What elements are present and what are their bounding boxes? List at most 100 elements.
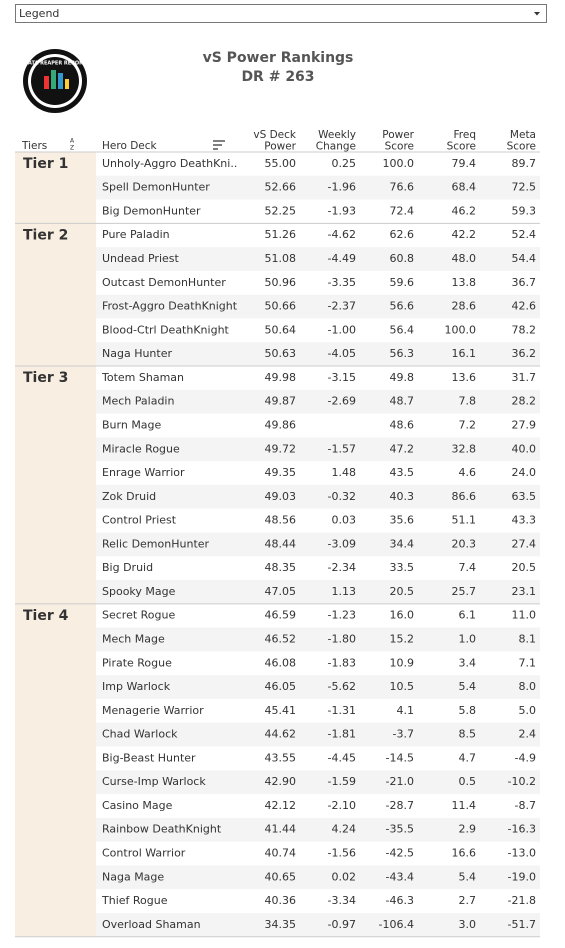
hero-deck: Curse-Imp Warlock [102,775,206,788]
hero-deck: Big-Beast Hunter [102,751,196,764]
row-stripe [96,389,540,414]
cell: 56.6 [390,300,415,313]
hero-deck: Frost-Aggro DeathKnight [102,300,238,313]
legend-dropdown[interactable] [15,4,547,23]
cell: 79.4 [452,157,477,170]
cell: 49.87 [265,395,297,408]
cell: 100.0 [445,323,477,336]
cell: 51.1 [452,514,477,527]
cell: 34.4 [390,537,415,550]
cell: 86.6 [452,490,477,503]
cell: 68.4 [452,181,477,194]
hero-deck: Menagerie Warrior [102,704,204,717]
cell: 40.36 [265,894,297,907]
cell: 0.02 [332,870,357,883]
cell: -5.62 [328,680,356,693]
logo-text: DATA REAPER REPORT [24,61,87,67]
cell: 2.7 [459,894,477,907]
hero-deck: Pure Paladin [102,228,170,241]
cell: -10.2 [508,775,536,788]
cell: -1.80 [328,632,356,645]
cell: 4.24 [332,823,357,836]
cell: 3.4 [459,656,477,669]
cell: -1.59 [328,775,356,788]
cell: 46.59 [265,609,297,622]
row-stripe [96,627,540,652]
column-header: Meta [510,129,536,141]
cell: -0.97 [328,918,356,931]
cell: 13.8 [452,276,477,289]
column-header: vS Deck [253,129,297,141]
cell: -21.0 [386,775,414,788]
cell: 49.98 [265,371,297,384]
hero-deck: Secret Rogue [102,609,175,622]
subtitle: DR # 263 [241,69,314,85]
cell: -1.93 [328,204,356,217]
cell: 5.0 [519,704,537,717]
cell: 5.4 [459,870,477,883]
cell: 51.08 [265,252,297,265]
cell: 20.5 [512,561,537,574]
cell: 46.08 [265,656,297,669]
cell: 11.0 [512,609,537,622]
cell: 2.4 [519,728,537,741]
cell: 52.25 [265,204,297,217]
cell: -3.34 [328,894,356,907]
cell: 62.6 [390,228,415,241]
cell: -46.3 [386,894,414,907]
row-stripe [96,437,540,462]
cell: -1.57 [328,442,356,455]
cell: 23.1 [512,585,537,598]
cell: -16.3 [508,823,536,836]
cell: 51.26 [265,228,297,241]
cell: -13.0 [508,847,536,860]
cell: 46.2 [452,204,477,217]
column-header: Score [507,141,536,153]
cell: 15.2 [390,632,415,645]
cell: 7.4 [459,561,477,574]
cell: 34.35 [265,918,297,931]
cell: 48.7 [390,395,415,408]
hero-deck: Chad Warlock [102,728,178,741]
cell: 47.05 [265,585,297,598]
cell: 8.0 [519,680,537,693]
cell: 0.25 [332,157,357,170]
row-stripe [96,865,540,890]
cell: 5.8 [459,704,477,717]
cell: 78.2 [512,323,537,336]
cell: -14.5 [386,751,414,764]
cell: 48.56 [265,514,297,527]
cell: 20.5 [390,585,415,598]
cell: 27.9 [512,418,537,431]
cell: 40.65 [265,870,297,883]
cell: 4.6 [459,466,477,479]
cell: -1.00 [328,323,356,336]
hero-deck: Thief Rogue [101,894,168,907]
hero-deck: Big Druid [102,561,153,574]
cell: 43.55 [265,751,297,764]
cell: -2.69 [328,395,356,408]
cell: -4.49 [328,252,356,265]
hero-deck: Naga Mage [102,870,164,883]
cell: -3.09 [328,537,356,550]
sort-icon[interactable] [213,140,225,150]
tier-band [15,366,96,604]
tier-band [15,603,96,937]
tier-label: Tier 1 [23,156,68,172]
cell: 13.6 [452,371,477,384]
cell: 1.0 [459,632,477,645]
hero-deck: Blood-Ctrl DeathKnight [102,323,230,336]
column-header: Power [264,141,296,153]
cell: -4.9 [515,751,536,764]
cell: 36.2 [512,347,537,360]
column-header: Score [447,141,476,153]
cell: 40.0 [512,442,537,455]
column-header: Tiers [21,140,47,152]
hero-deck: Relic DemonHunter [102,537,210,550]
cell: 10.9 [390,656,415,669]
cell: 46.05 [265,680,297,693]
cell: -106.4 [379,918,414,931]
cell: 8.5 [459,728,477,741]
cell: 49.35 [265,466,297,479]
cell: 0.03 [332,514,357,527]
